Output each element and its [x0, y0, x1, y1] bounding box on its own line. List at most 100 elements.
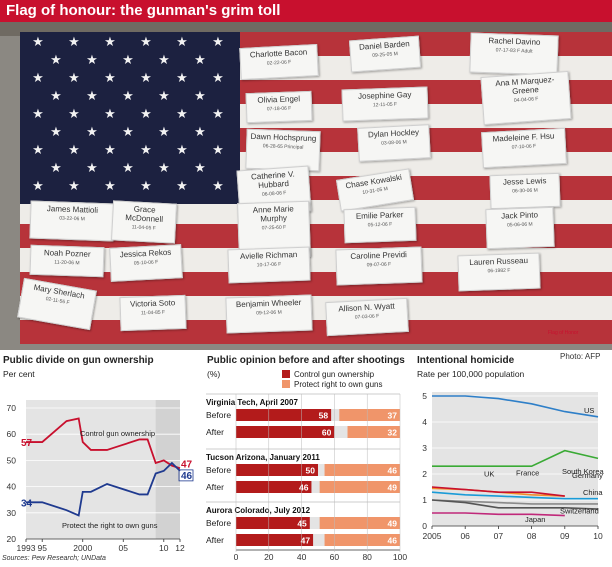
- name-tag-date: 06-1982 F: [487, 267, 511, 275]
- x-tick-label: 95: [37, 543, 47, 553]
- x-tick-label: 1993: [17, 543, 36, 553]
- flag-star: ★: [140, 70, 152, 85]
- name-tag: Dawn Hochsprung 06-28-65 Principal: [245, 128, 321, 172]
- series-end-label: 46: [181, 471, 193, 482]
- series-line: [432, 395, 599, 418]
- flag-star: ★: [68, 142, 80, 157]
- name-tag: Madeleine F. Hsu 07-10-06 F: [481, 127, 567, 169]
- series-line-protect: [26, 461, 181, 517]
- flag-star: ★: [104, 142, 116, 157]
- bar-protect: [324, 464, 400, 476]
- group-title: Aurora Colorado, July 2012: [206, 506, 311, 515]
- flag-print-text: Flag of Honor: [548, 330, 579, 336]
- bar-control: [236, 534, 314, 546]
- chart3-subtitle: Rate per 100,000 population: [417, 369, 525, 379]
- name-tag-date: 11-04-05 F: [131, 223, 156, 232]
- name-tag-name: Lauren Russeau: [469, 255, 529, 268]
- y-tick-label: 40: [7, 482, 17, 492]
- bar-value-control: 47: [301, 536, 311, 546]
- x-tick-label: 08: [527, 531, 537, 541]
- bar-protect: [347, 426, 400, 438]
- homicide-chart: 0 1 2 3 4 5 2005 06 07 08 09 10 US South Korea UK Franc…: [422, 391, 604, 541]
- bar-protect: [319, 481, 400, 493]
- name-tag-name: Olivia Engel: [257, 94, 301, 105]
- name-tag-date: 09-07-06 F: [366, 261, 392, 269]
- flag-star: ★: [158, 124, 170, 139]
- name-tag-date: 03-22-06 M: [59, 215, 85, 223]
- flag-star: ★: [194, 160, 206, 175]
- series-end-label: 47: [181, 459, 193, 470]
- x-tick-label: 10: [159, 543, 169, 553]
- series-label: France: [516, 469, 539, 478]
- highlight-band: [155, 400, 180, 539]
- flag-star: ★: [176, 70, 188, 85]
- y-tick-label: 5: [422, 391, 427, 401]
- flag-star: ★: [50, 124, 62, 139]
- x-tick-label: 06: [460, 531, 470, 541]
- flag-star: ★: [212, 106, 224, 121]
- y-tick-label: 60: [7, 429, 17, 439]
- flag-star: ★: [176, 142, 188, 157]
- flag-star: ★: [212, 178, 224, 193]
- name-tag-name: Grace McDonnell: [125, 204, 164, 224]
- name-tag-name: Anne Marie Murphy: [252, 204, 294, 224]
- name-tag-name: Benjamin Wheeler: [235, 297, 302, 310]
- name-tag-name: Caroline Previdi: [350, 250, 408, 261]
- bar-control: [236, 464, 318, 476]
- bar-value-protect: 46: [388, 466, 398, 476]
- flag-star: ★: [176, 106, 188, 121]
- y-tick-label: 30: [7, 508, 17, 518]
- x-tick-label: 12: [175, 543, 185, 553]
- name-tag: Grace McDonnell 11-04-05 F: [110, 200, 178, 244]
- flag-star: ★: [158, 52, 170, 67]
- flag-star: ★: [68, 178, 80, 193]
- bar-control: [236, 409, 332, 421]
- series-line: [431, 499, 599, 510]
- flag-star: ★: [32, 34, 44, 49]
- x-tick-label: 10: [593, 531, 603, 541]
- sources: Sources: Pew Research; UNData: [2, 555, 106, 562]
- bar-control: [236, 481, 312, 493]
- group-title: Virginia Tech, April 2007: [206, 398, 298, 407]
- row-label: Before: [206, 465, 231, 475]
- name-tag-name: Jack Pinto: [500, 210, 539, 221]
- name-tag-name: Victoria Soto: [129, 298, 176, 309]
- chart2-title: Public opinion before and after shooting…: [207, 355, 405, 366]
- flag-star: ★: [212, 142, 224, 157]
- series-label: Switzerland: [560, 507, 599, 516]
- flag-photo: ★ ★ ★ ★ ★ ★ ★ ★ ★ ★ ★ ★ ★ ★ ★ ★ ★ ★ ★ ★ ★ ★ ★ ★ ★ ★ ★ ★ ★ ★ ★ ★ ★ ★ ★ ★ ★ ★ ★ ★…: [0, 22, 612, 350]
- name-tag: Jesse Lewis 06-30-06 M: [489, 172, 561, 210]
- legend-swatch-control: [282, 370, 290, 378]
- flag-star: ★: [122, 52, 134, 67]
- row-label: After: [206, 535, 224, 545]
- name-tag: Olivia Engel 07-18-06 F: [245, 90, 313, 124]
- name-tag: Noah Pozner 11-20-06 M: [29, 244, 105, 278]
- name-tag-date: 05-06-06 M: [506, 221, 533, 229]
- name-tag: Benjamin Wheeler 09-12-06 M: [225, 294, 313, 334]
- name-tag: Ana M Marquez-Greene 04-04-06 F: [480, 70, 572, 126]
- flag-star: ★: [32, 106, 44, 121]
- name-tag-date: 11-04-85 F: [140, 309, 166, 317]
- name-tag-date: 12-11-05 F: [372, 101, 398, 109]
- chart1-title: Public divide on gun ownership: [3, 355, 154, 366]
- plot-background: [26, 400, 180, 539]
- name-tag: Jack Pinto 05-06-06 M: [485, 206, 555, 250]
- x-tick-label: 2000: [73, 543, 92, 553]
- flag-star: ★: [86, 160, 98, 175]
- name-tag: Daniel Barden 09-25-05 M: [348, 35, 422, 73]
- name-tag-date: 06-28-65 Principal: [262, 143, 304, 151]
- bar-protect: [339, 409, 400, 421]
- name-tag-date: 11-20-06 M: [54, 259, 80, 267]
- y-tick-label: 70: [7, 403, 17, 413]
- name-tag-date: 06-30-06 M: [512, 187, 538, 195]
- bar-control: [236, 426, 335, 438]
- name-tag-date: 02-22-06 F: [266, 59, 292, 67]
- flag-star: ★: [86, 124, 98, 139]
- flag-star: ★: [176, 34, 188, 49]
- bar-value-protect: 49: [388, 519, 398, 529]
- name-tag: Josephine Gay 12-11-05 F: [341, 86, 429, 122]
- flag-star: ★: [50, 52, 62, 67]
- x-tick-label: 2005: [423, 531, 442, 541]
- flag-star: ★: [50, 160, 62, 175]
- photo-credit: Photo: AFP: [560, 352, 601, 361]
